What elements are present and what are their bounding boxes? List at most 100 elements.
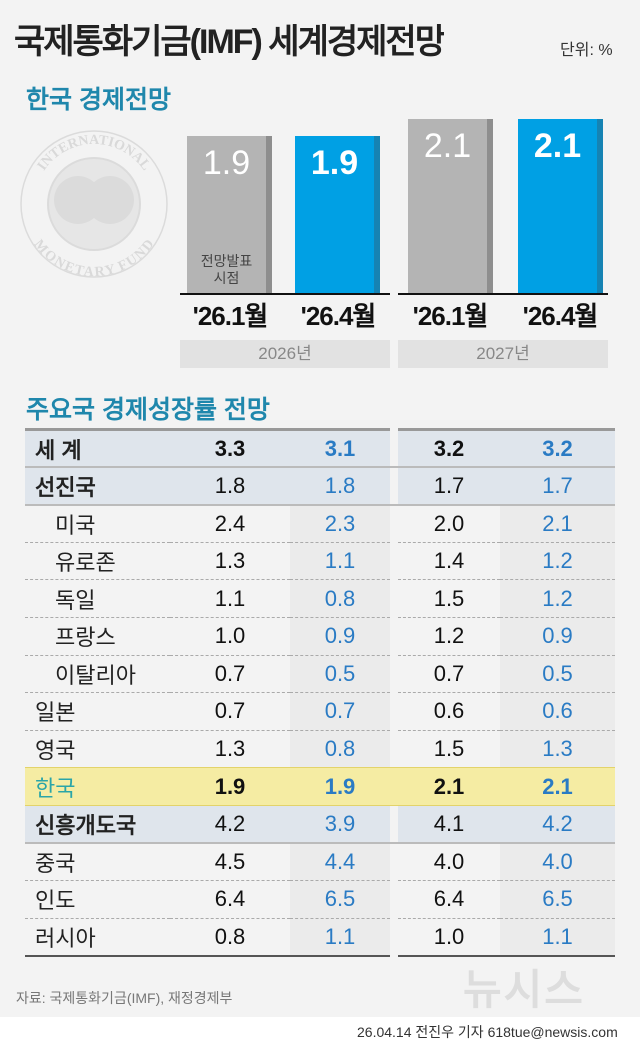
column-gap xyxy=(390,880,398,919)
bar-april-forecast: 1.9 xyxy=(295,135,380,293)
column-gap xyxy=(390,617,398,656)
table-row: 신흥개도국 4.2 3.9 4.1 4.2 xyxy=(25,805,615,845)
year-group-2027: 2027년 xyxy=(398,340,608,368)
baseline-2027 xyxy=(398,293,608,295)
bar-annotation: 전망발표 시점 xyxy=(187,253,266,287)
cell-apr-2027: 0.6 xyxy=(500,692,615,731)
cell-jan-2026: 0.7 xyxy=(170,692,290,731)
annotation-line: 시점 xyxy=(213,269,240,286)
cell-jan-2027: 2.0 xyxy=(398,504,500,543)
column-gap xyxy=(390,692,398,731)
column-gap xyxy=(390,918,398,956)
cell-apr-2027: 4.0 xyxy=(500,843,615,882)
country-label: 미국 xyxy=(25,504,170,543)
cell-jan-2027: 1.0 xyxy=(398,918,500,957)
cell-jan-2026: 1.3 xyxy=(170,542,290,581)
column-gap xyxy=(390,843,398,881)
cell-jan-2027: 1.4 xyxy=(398,542,500,581)
cell-apr-2027: 1.2 xyxy=(500,579,615,618)
table-row: 프랑스 1.0 0.9 1.2 0.9 xyxy=(25,617,615,656)
table-row: 영국 1.3 0.8 1.5 1.3 xyxy=(25,730,615,769)
cell-jan-2026: 1.0 xyxy=(170,617,290,656)
bar-january-forecast: 2.1 xyxy=(408,119,493,293)
cell-apr-2026: 6.5 xyxy=(290,880,390,919)
table-row: 선진국 1.8 1.8 1.7 1.7 xyxy=(25,467,615,506)
bar-value-label: 2.1 xyxy=(423,127,472,166)
cell-apr-2026: 0.5 xyxy=(290,655,390,694)
x-tick-label: '26.4월 xyxy=(522,301,599,331)
bar-april-forecast: 2.1 xyxy=(518,119,603,293)
cell-apr-2026: 0.7 xyxy=(290,692,390,731)
column-gap xyxy=(390,467,398,506)
cell-apr-2027: 0.5 xyxy=(500,655,615,694)
country-label: 유로존 xyxy=(25,542,170,581)
bar-edge xyxy=(597,119,603,293)
cell-jan-2027: 0.7 xyxy=(398,655,500,694)
baseline-2026 xyxy=(180,293,390,295)
cell-jan-2026: 4.2 xyxy=(170,805,290,845)
column-gap xyxy=(390,730,398,768)
country-label: 중국 xyxy=(25,843,170,882)
x-tick-label: '26.1월 xyxy=(412,301,489,331)
cell-apr-2027: 1.1 xyxy=(500,918,615,957)
cell-apr-2027: 2.1 xyxy=(500,767,615,806)
bar-value-label: 1.9 xyxy=(202,143,251,182)
cell-jan-2027: 2.1 xyxy=(398,767,500,806)
column-gap xyxy=(390,655,398,693)
column-gap xyxy=(390,429,398,469)
cell-jan-2027: 1.5 xyxy=(398,579,500,618)
cell-jan-2026: 0.8 xyxy=(170,918,290,957)
cell-jan-2026: 4.5 xyxy=(170,843,290,882)
cell-apr-2026: 0.8 xyxy=(290,579,390,618)
cell-apr-2027: 1.2 xyxy=(500,542,615,581)
cell-apr-2026: 1.1 xyxy=(290,542,390,581)
year-group-2026: 2026년 xyxy=(180,340,390,368)
cell-jan-2026: 3.3 xyxy=(170,428,290,469)
column-gap xyxy=(390,542,398,580)
cell-apr-2026: 3.1 xyxy=(290,428,390,469)
table-row: 일본 0.7 0.7 0.6 0.6 xyxy=(25,692,615,731)
unit-label: 단위: % xyxy=(560,36,613,60)
country-label: 독일 xyxy=(25,579,170,618)
cell-apr-2027: 6.5 xyxy=(500,880,615,919)
cell-apr-2027: 2.1 xyxy=(500,504,615,543)
cell-apr-2027: 1.3 xyxy=(500,730,615,769)
cell-apr-2026: 4.4 xyxy=(290,843,390,882)
country-label: 영국 xyxy=(25,730,170,769)
cell-jan-2026: 2.4 xyxy=(170,504,290,543)
country-label: 세 계 xyxy=(25,428,170,469)
cell-apr-2026: 3.9 xyxy=(290,805,390,845)
table-row: 유로존 1.3 1.1 1.4 1.2 xyxy=(25,542,615,581)
cell-apr-2027: 1.7 xyxy=(500,467,615,506)
table-row: 미국 2.4 2.3 2.0 2.1 xyxy=(25,504,615,543)
annotation-line: 전망발표 xyxy=(200,252,253,269)
country-label: 한국 xyxy=(25,767,170,806)
column-gap xyxy=(390,579,398,618)
table-row: 한국 1.9 1.9 2.1 2.1 xyxy=(25,767,615,806)
growth-table: 세 계 3.3 3.1 3.2 3.2 선진국 1.8 1.8 1.7 1.7 미국 2.4 2.3 2.… xyxy=(25,428,615,957)
cell-jan-2026: 1.9 xyxy=(170,767,290,806)
newsis-watermark: 뉴시스 xyxy=(463,966,585,1013)
cell-apr-2026: 1.9 xyxy=(290,767,390,806)
country-label: 선진국 xyxy=(25,467,170,506)
bar-edge xyxy=(374,135,380,293)
section-title-korea-outlook: 한국 경제전망 xyxy=(26,86,171,114)
cell-jan-2027: 4.0 xyxy=(398,843,500,882)
cell-apr-2026: 1.8 xyxy=(290,467,390,506)
table-row: 중국 4.5 4.4 4.0 4.0 xyxy=(25,843,615,882)
cell-apr-2026: 1.1 xyxy=(290,918,390,957)
table-row: 독일 1.1 0.8 1.5 1.2 xyxy=(25,579,615,618)
cell-apr-2027: 0.9 xyxy=(500,617,615,656)
bar-january-forecast: 1.9 전망발표 시점 xyxy=(187,135,272,293)
bar-edge xyxy=(487,119,493,293)
cell-apr-2026: 0.9 xyxy=(290,617,390,656)
byline: 26.04.14 전진우 기자 618tue@newsis.com xyxy=(357,1024,618,1040)
cell-apr-2027: 3.2 xyxy=(500,428,615,469)
bar-edge xyxy=(266,135,272,293)
table-row: 이탈리아 0.7 0.5 0.7 0.5 xyxy=(25,655,615,694)
cell-apr-2026: 2.3 xyxy=(290,504,390,543)
cell-jan-2026: 6.4 xyxy=(170,880,290,919)
column-gap xyxy=(390,767,398,806)
country-label: 러시아 xyxy=(25,918,170,957)
cell-apr-2027: 4.2 xyxy=(500,805,615,845)
